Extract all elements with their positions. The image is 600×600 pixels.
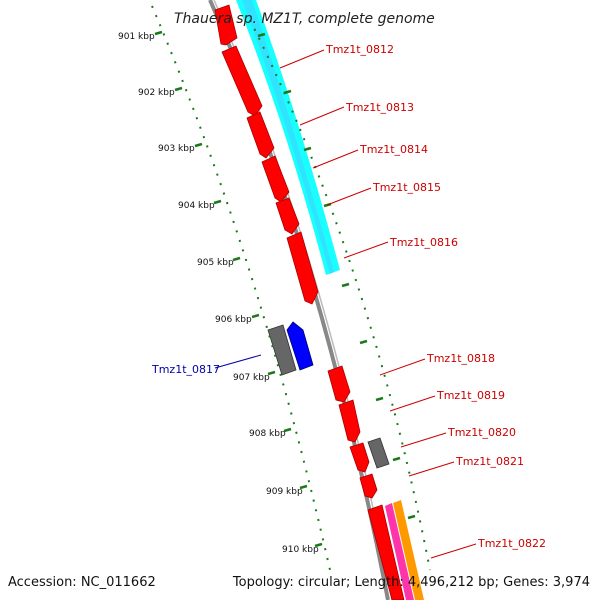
kbp-major-ticks <box>154 30 416 548</box>
gene-leader-lines <box>214 49 477 559</box>
cds-arrow-0819[interactable] <box>338 399 361 443</box>
kbp-labels: 901 kbp 902 kbp 903 kbp 904 kbp 905 kbp … <box>118 32 319 555</box>
kbp-label: 905 kbp <box>197 258 234 268</box>
gene-labels: Tmz1t_0812 Tmz1t_0813 Tmz1t_0814 Tmz1t_0… <box>151 43 546 550</box>
grey-feature-0817[interactable] <box>267 324 297 376</box>
gene-label-0820[interactable]: Tmz1t_0820 <box>447 426 516 439</box>
gene-label-0815[interactable]: Tmz1t_0815 <box>372 181 441 194</box>
gene-label-0816[interactable]: Tmz1t_0816 <box>389 236 458 249</box>
gene-label-0818[interactable]: Tmz1t_0818 <box>426 352 495 365</box>
cds-arrow-0818[interactable] <box>327 365 351 403</box>
gene-label-0812[interactable]: Tmz1t_0812 <box>325 43 394 56</box>
cds-arrow-0822[interactable] <box>367 504 405 600</box>
cds-arrow-0815[interactable] <box>275 197 300 235</box>
kbp-label: 910 kbp <box>282 545 319 555</box>
topology-text: Topology: circular; Length: 4,496,212 bp… <box>232 575 590 590</box>
orange-feature[interactable] <box>393 500 424 600</box>
cds-arrow-0820[interactable] <box>349 442 370 473</box>
accession-text: Accession: NC_011662 <box>8 575 156 590</box>
cds-arrow-0813[interactable] <box>246 111 275 159</box>
gene-label-0822[interactable]: Tmz1t_0822 <box>477 537 546 550</box>
gene-label-0819[interactable]: Tmz1t_0819 <box>436 389 505 402</box>
gene-label-0814[interactable]: Tmz1t_0814 <box>359 143 428 156</box>
neg-strand-arrow[interactable] <box>286 321 314 371</box>
cds-arrow-0821[interactable] <box>359 473 378 499</box>
grey-feature-0820[interactable] <box>367 437 390 469</box>
kbp-label: 908 kbp <box>249 429 286 439</box>
kbp-label: 906 kbp <box>215 315 252 325</box>
kbp-label: 907 kbp <box>233 373 270 383</box>
cds-features <box>214 4 405 600</box>
gene-label-0821[interactable]: Tmz1t_0821 <box>455 455 524 468</box>
cds-arrow-0814[interactable] <box>261 155 290 203</box>
kbp-label: 904 kbp <box>178 201 215 211</box>
kbp-label: 903 kbp <box>158 144 195 154</box>
cds-arrow-0812a[interactable] <box>214 4 238 46</box>
magenta-feature[interactable] <box>385 503 414 600</box>
kbp-label: 902 kbp <box>138 88 175 98</box>
cds-arrow-0816[interactable] <box>286 231 319 305</box>
map-title: Thauera sp. MZ1T, complete genome <box>174 11 435 27</box>
gene-label-0817[interactable]: Tmz1t_0817 <box>151 363 220 376</box>
kbp-label: 909 kbp <box>266 487 303 497</box>
cyan-feature-band-inner <box>242 0 334 274</box>
kbp-label: 901 kbp <box>118 32 155 42</box>
gene-label-0813[interactable]: Tmz1t_0813 <box>345 101 414 114</box>
cyan-feature-band[interactable] <box>236 0 340 275</box>
cds-arrow-0812[interactable] <box>221 45 263 117</box>
